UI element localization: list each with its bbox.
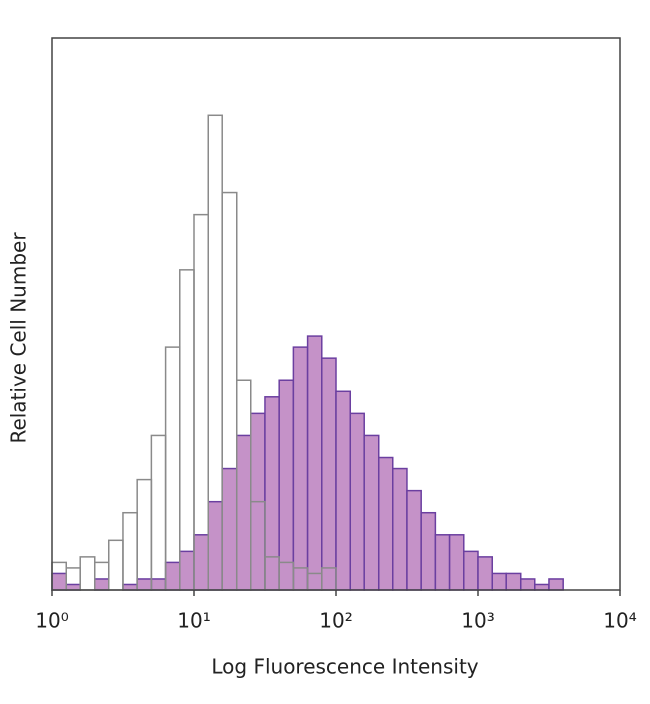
x-tick-label: 10² — [319, 609, 352, 633]
histogram-bar — [65, 583, 81, 591]
x-axis-label: Log Fluorescence Intensity — [211, 655, 478, 679]
histogram-bar — [79, 556, 96, 591]
histogram-bar — [221, 467, 238, 591]
histogram-bar — [108, 539, 124, 591]
histogram-bar — [519, 578, 536, 591]
histogram-bar — [122, 583, 138, 591]
histogram-bar — [406, 489, 422, 591]
histogram-bar — [463, 550, 479, 591]
histogram-bar — [335, 390, 352, 591]
histogram-bar — [150, 434, 167, 591]
histogram-bar — [491, 572, 507, 591]
histogram-bar — [306, 335, 323, 591]
histogram-bar — [164, 346, 181, 591]
histogram-bar — [392, 467, 408, 591]
histogram-bar — [420, 511, 437, 591]
histogram-bar — [448, 534, 465, 591]
histogram-bar — [150, 578, 167, 591]
histogram-bar — [264, 396, 280, 591]
histogram-bar — [349, 412, 365, 591]
histogram-bar — [278, 379, 295, 591]
histogram-bar — [434, 534, 451, 591]
histogram-bar — [292, 346, 309, 591]
y-axis-label: Relative Cell Number — [7, 232, 31, 444]
histogram-bar — [477, 556, 494, 591]
histogram-bar — [51, 572, 68, 591]
histogram-bar — [122, 511, 138, 591]
histogram-bar — [179, 550, 195, 591]
histogram-bar — [505, 572, 522, 591]
x-tick-label: 10⁴ — [603, 609, 636, 633]
histogram-bar — [136, 578, 153, 591]
histogram-bar — [93, 578, 110, 591]
histogram-bar — [363, 434, 380, 591]
x-tick-label: 10⁰ — [35, 609, 68, 633]
histogram-bar — [377, 456, 394, 591]
histogram-bar — [136, 478, 153, 591]
histogram-bar — [235, 434, 252, 591]
histogram-bar — [207, 500, 223, 591]
histogram-bar — [548, 578, 564, 591]
histogram-bar — [164, 561, 181, 591]
histogram-bar — [193, 213, 210, 591]
histogram-bar — [179, 269, 195, 591]
x-tick-label: 10³ — [461, 609, 494, 633]
histogram-bar — [534, 583, 550, 591]
histogram-bar — [193, 534, 210, 591]
histogram-bar — [321, 357, 337, 591]
x-tick-label: 10¹ — [177, 609, 210, 633]
